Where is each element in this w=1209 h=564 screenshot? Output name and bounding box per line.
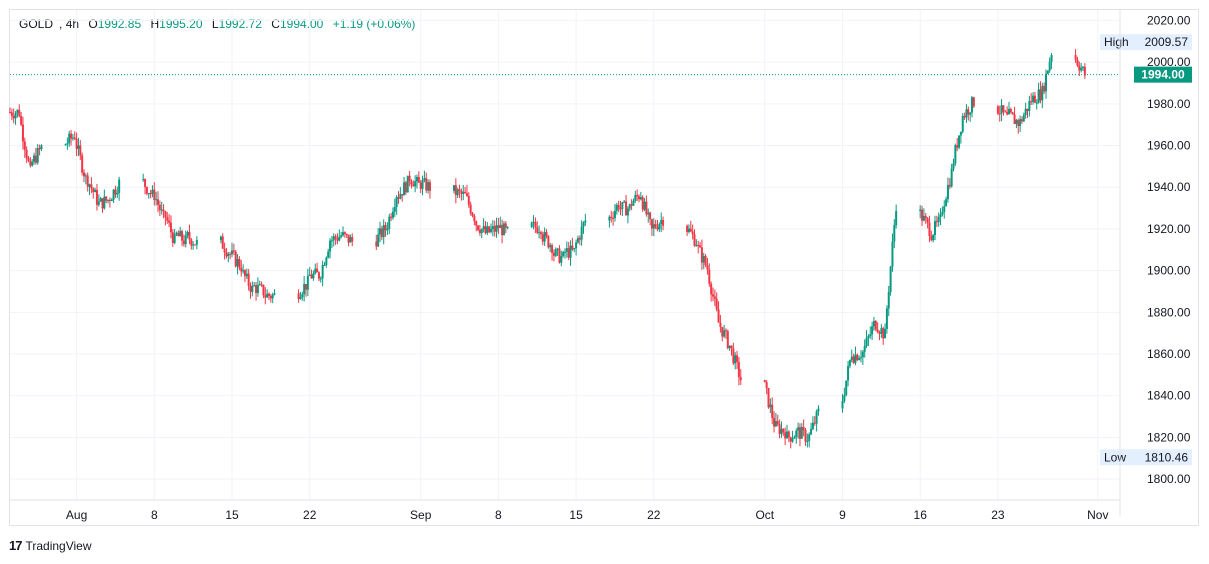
legend-close-label: C [271, 17, 280, 31]
legend-interval: 4h [65, 17, 80, 31]
legend-low: 1992.72 [218, 17, 262, 31]
legend-high-label: H [150, 17, 160, 31]
legend-low-label: L [211, 17, 219, 31]
legend-high: 1995.20 [159, 17, 203, 31]
legend-open: 1992.85 [97, 17, 142, 31]
tradingview-logo-icon: 17 [9, 538, 23, 553]
chart-frame[interactable] [9, 9, 1199, 526]
legend-change: +1.19 (+0.06%) [332, 17, 416, 31]
legend-open-label: O [88, 17, 98, 31]
legend-close: 1994.00 [279, 17, 324, 31]
tradingview-attribution[interactable]: 17 TradingView [9, 538, 92, 553]
tradingview-brand: TradingView [25, 538, 92, 553]
chart-legend: GOLD, 4h O1992.85 H1995.20 L1992.72 C199… [19, 17, 416, 31]
legend-symbol: GOLD [19, 17, 54, 31]
